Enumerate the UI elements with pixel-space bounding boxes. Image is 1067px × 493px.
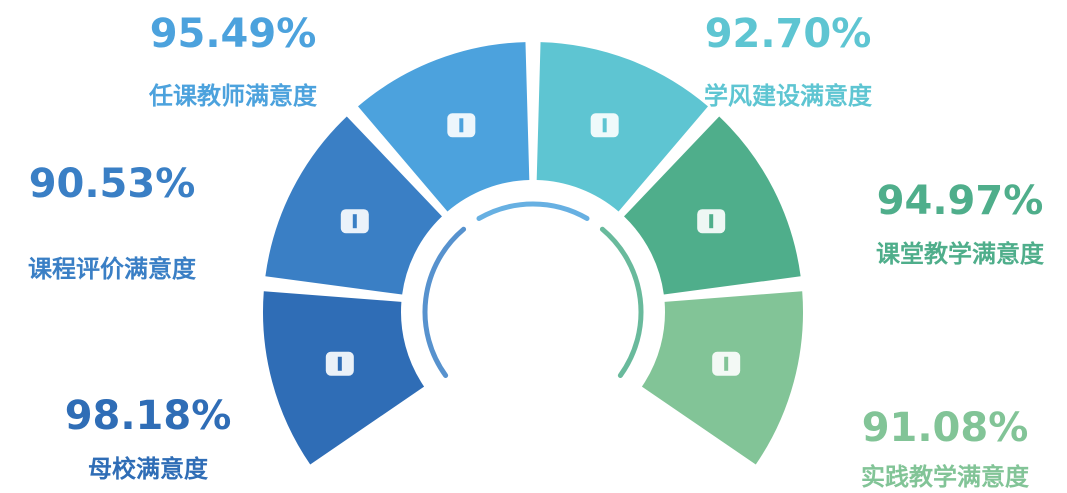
label: 母校满意度 <box>88 455 209 483</box>
percentage: 98.18% <box>65 393 232 439</box>
label: 课程评价满意度 <box>28 255 197 283</box>
icon-detail <box>709 214 714 229</box>
segment <box>536 42 708 212</box>
inner-arc <box>599 226 644 378</box>
icon-detail <box>724 356 729 371</box>
segment <box>262 291 425 465</box>
label: 任课教师满意度 <box>148 82 318 110</box>
inner-arc <box>476 201 590 221</box>
percentage: 91.08% <box>862 405 1029 451</box>
segment <box>641 291 803 465</box>
ring <box>262 42 803 465</box>
percentage: 90.53% <box>29 161 196 207</box>
label: 实践教学满意度 <box>861 463 1030 491</box>
icon-detail <box>337 356 342 371</box>
label: 课堂教学满意度 <box>876 240 1045 268</box>
icon-detail <box>352 214 357 229</box>
icons <box>325 113 741 376</box>
segment <box>624 116 801 295</box>
labels: 98.18% 母校满意度 90.53% 课程评价满意度 95.49% 任课教师满意度 92.… <box>28 11 1045 491</box>
icon-detail <box>602 118 607 133</box>
percentage: 95.49% <box>150 11 317 57</box>
percentage: 94.97% <box>877 178 1044 224</box>
percentage: 92.70% <box>705 11 872 57</box>
inner-arc <box>422 226 467 378</box>
segment <box>265 116 442 295</box>
segment <box>358 42 530 212</box>
label: 学风建设满意度 <box>704 82 873 110</box>
icon-detail <box>459 118 464 133</box>
